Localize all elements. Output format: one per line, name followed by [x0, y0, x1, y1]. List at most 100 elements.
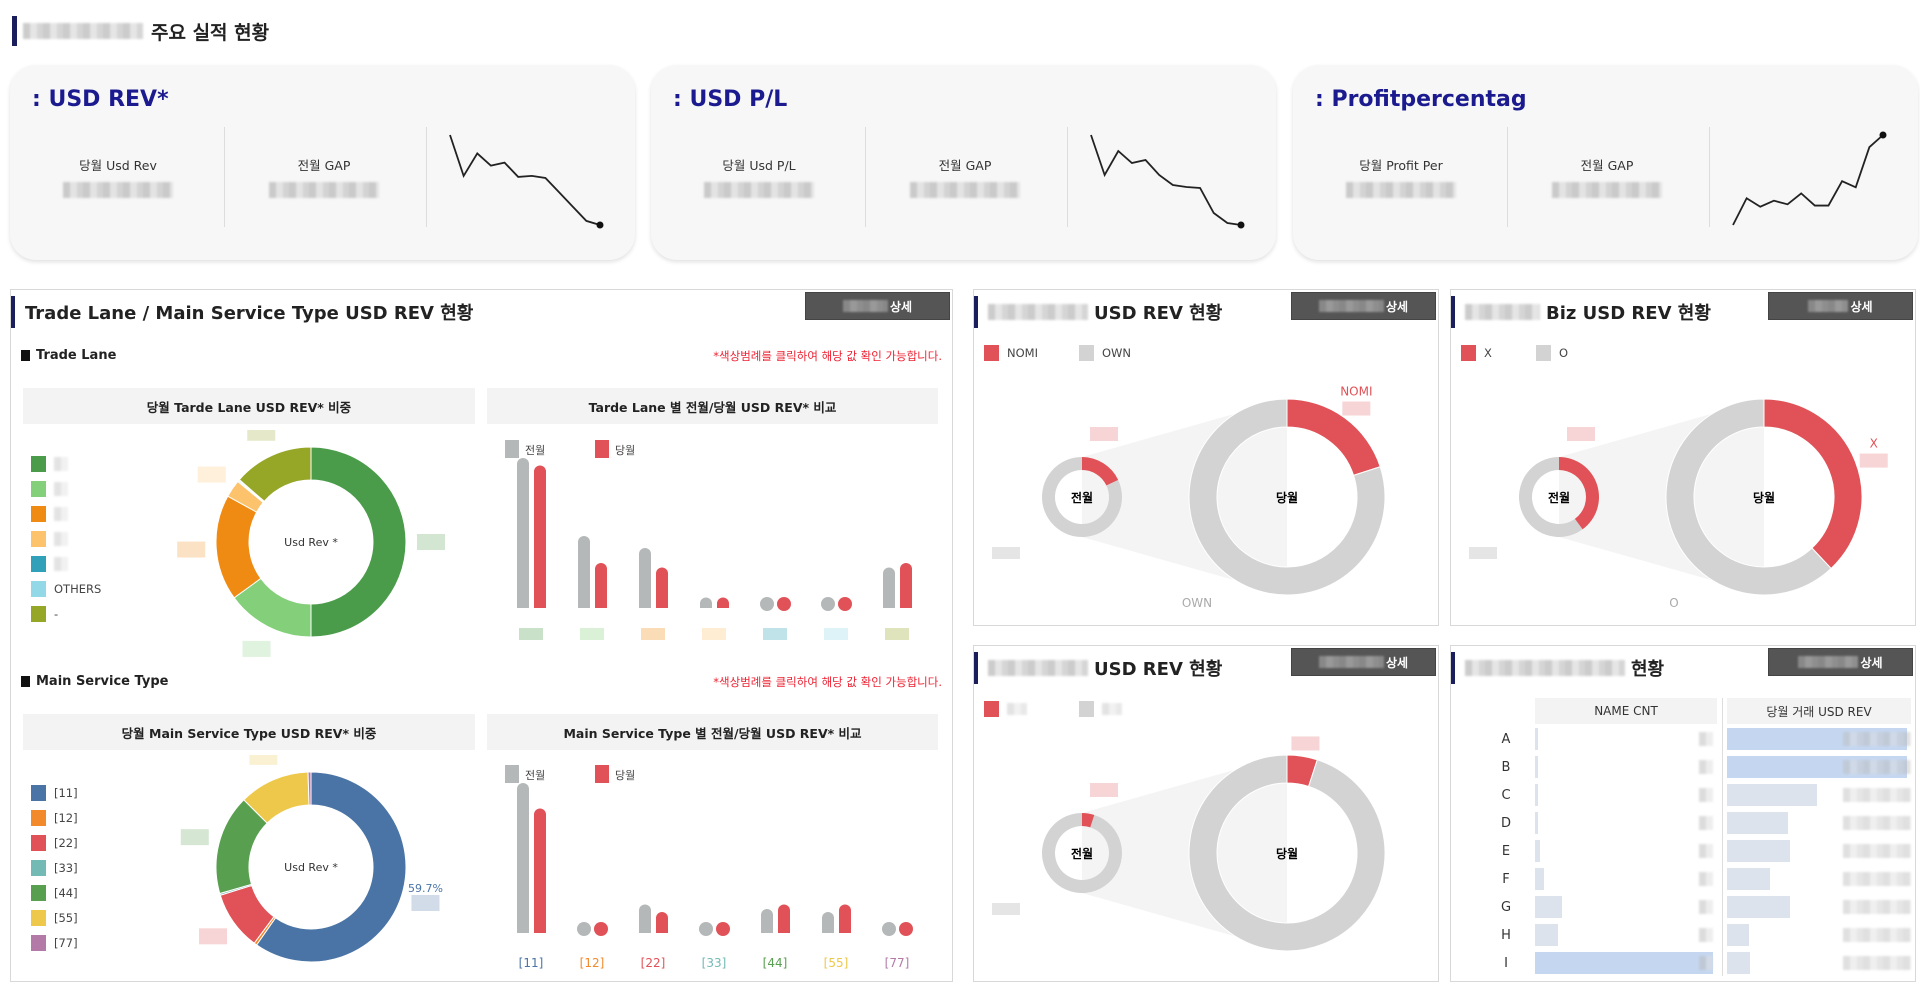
legend-item[interactable]: NOMI	[984, 345, 1038, 361]
bar[interactable]	[517, 783, 529, 933]
prev-donut-slice[interactable]	[1082, 813, 1095, 828]
bar[interactable]	[882, 922, 896, 936]
bar[interactable]	[900, 563, 912, 608]
detail-button[interactable]: 상세	[1768, 648, 1913, 676]
prev-donut-rest[interactable]	[1519, 457, 1583, 537]
donut-slice[interactable]	[255, 771, 407, 963]
legend-item[interactable]: [55]	[31, 910, 78, 926]
bar[interactable]	[534, 808, 546, 934]
trend-sparkline	[1090, 134, 1245, 229]
redacted-slice-label	[417, 534, 445, 550]
legend-item[interactable]: OTHERS	[31, 581, 101, 597]
prev-donut-slice[interactable]	[1082, 457, 1119, 486]
kpi-label: 전월 GAP	[297, 158, 351, 173]
bar[interactable]	[761, 909, 773, 933]
cur-donut-rest[interactable]	[1188, 398, 1386, 596]
detail-label: 상세	[1860, 655, 1883, 670]
legend-item[interactable]	[31, 531, 68, 547]
legend-item[interactable]	[31, 456, 68, 472]
bar[interactable]	[656, 567, 668, 609]
donut-slice[interactable]	[238, 446, 312, 502]
redacted-value	[1699, 760, 1713, 774]
legend-item[interactable]: [12]	[31, 810, 78, 826]
bar-legend-swatch[interactable]	[505, 765, 519, 783]
bar[interactable]	[656, 912, 668, 933]
comparison-donut-chart: 전월 당월 X O	[1469, 398, 1888, 610]
legend-item[interactable]: O	[1536, 345, 1568, 361]
prev-donut-rest[interactable]	[1042, 457, 1122, 537]
bar-legend-swatch[interactable]	[595, 440, 609, 458]
x-tick-label: [22]	[641, 956, 666, 970]
bar[interactable]	[639, 548, 651, 608]
redacted-value	[1843, 928, 1911, 942]
redacted-value	[1699, 844, 1713, 858]
legend-label: [22]	[54, 836, 78, 850]
redacted-value	[704, 182, 814, 198]
bar-legend-swatch[interactable]	[505, 440, 519, 458]
bar[interactable]	[883, 567, 895, 609]
bar[interactable]	[717, 597, 729, 609]
legend-label: [77]	[54, 936, 78, 950]
usd-rev-bar	[1727, 896, 1790, 918]
donut-slice[interactable]	[215, 495, 262, 599]
bar[interactable]	[639, 904, 651, 934]
bar[interactable]	[777, 597, 791, 611]
bar[interactable]	[699, 922, 713, 936]
legend-item[interactable]	[31, 481, 68, 497]
legend-item[interactable]: [44]	[31, 885, 78, 901]
bar[interactable]	[577, 922, 591, 936]
kpi-current: 당월 Usd P/L	[659, 155, 859, 201]
bar[interactable]	[778, 904, 790, 934]
redacted-value	[910, 182, 1020, 198]
legend-label: OTHERS	[54, 582, 102, 596]
name-cnt-bar	[1535, 896, 1562, 918]
bar[interactable]	[716, 922, 730, 936]
cur-donut-slice[interactable]	[1763, 398, 1863, 570]
prev-donut-slice[interactable]	[1559, 457, 1599, 530]
redacted-value	[1699, 956, 1713, 970]
bar[interactable]	[578, 536, 590, 608]
detail-button[interactable]: 상세	[1291, 292, 1436, 320]
bar[interactable]	[839, 904, 851, 934]
bar[interactable]	[838, 597, 852, 611]
donut-slice[interactable]	[310, 446, 407, 638]
legend-item[interactable]: [22]	[31, 835, 78, 851]
bar[interactable]	[899, 922, 913, 936]
legend-item[interactable]: [11]	[31, 785, 78, 801]
bar[interactable]	[760, 597, 774, 611]
legend-item[interactable]	[1079, 701, 1122, 717]
legend-item[interactable]: [33]	[31, 860, 78, 876]
legend-item[interactable]: [77]	[31, 935, 78, 951]
legend-item[interactable]	[31, 506, 68, 522]
cur-donut-rest[interactable]	[1188, 754, 1386, 952]
legend-item[interactable]: OWN	[1079, 345, 1131, 361]
prev-donut-rest[interactable]	[1042, 813, 1122, 893]
cur-donut-rest[interactable]	[1665, 398, 1832, 596]
legend-item[interactable]	[984, 701, 1027, 717]
bar[interactable]	[594, 922, 608, 936]
legend-item[interactable]: -	[31, 606, 58, 622]
panel-title: Biz USD REV 현황	[1451, 296, 1711, 328]
bar-legend-swatch[interactable]	[595, 765, 609, 783]
legend-swatch	[984, 345, 999, 361]
x-tick-label: [44]	[763, 956, 788, 970]
redacted-x-label	[763, 628, 787, 640]
detail-button[interactable]: 상세	[1768, 292, 1913, 320]
legend-item[interactable]	[31, 556, 68, 572]
page-title-text: 주요 실적 현황	[151, 21, 270, 44]
bar[interactable]	[517, 458, 529, 608]
legend-item[interactable]: X	[1461, 345, 1492, 361]
usd-rev-bar	[1727, 756, 1907, 778]
detail-button[interactable]: 상세	[1291, 648, 1436, 676]
donut-pct-label: 59.7%	[408, 882, 443, 895]
bar[interactable]	[700, 597, 712, 609]
bar[interactable]	[534, 465, 546, 609]
row-label: C	[1501, 788, 1511, 803]
legend-swatch	[1536, 345, 1551, 361]
legend-swatch	[31, 910, 46, 926]
donut-slice[interactable]	[307, 771, 312, 806]
bar[interactable]	[595, 563, 607, 608]
detail-button[interactable]: 상세	[805, 292, 950, 320]
bar[interactable]	[822, 912, 834, 933]
bar[interactable]	[821, 597, 835, 611]
